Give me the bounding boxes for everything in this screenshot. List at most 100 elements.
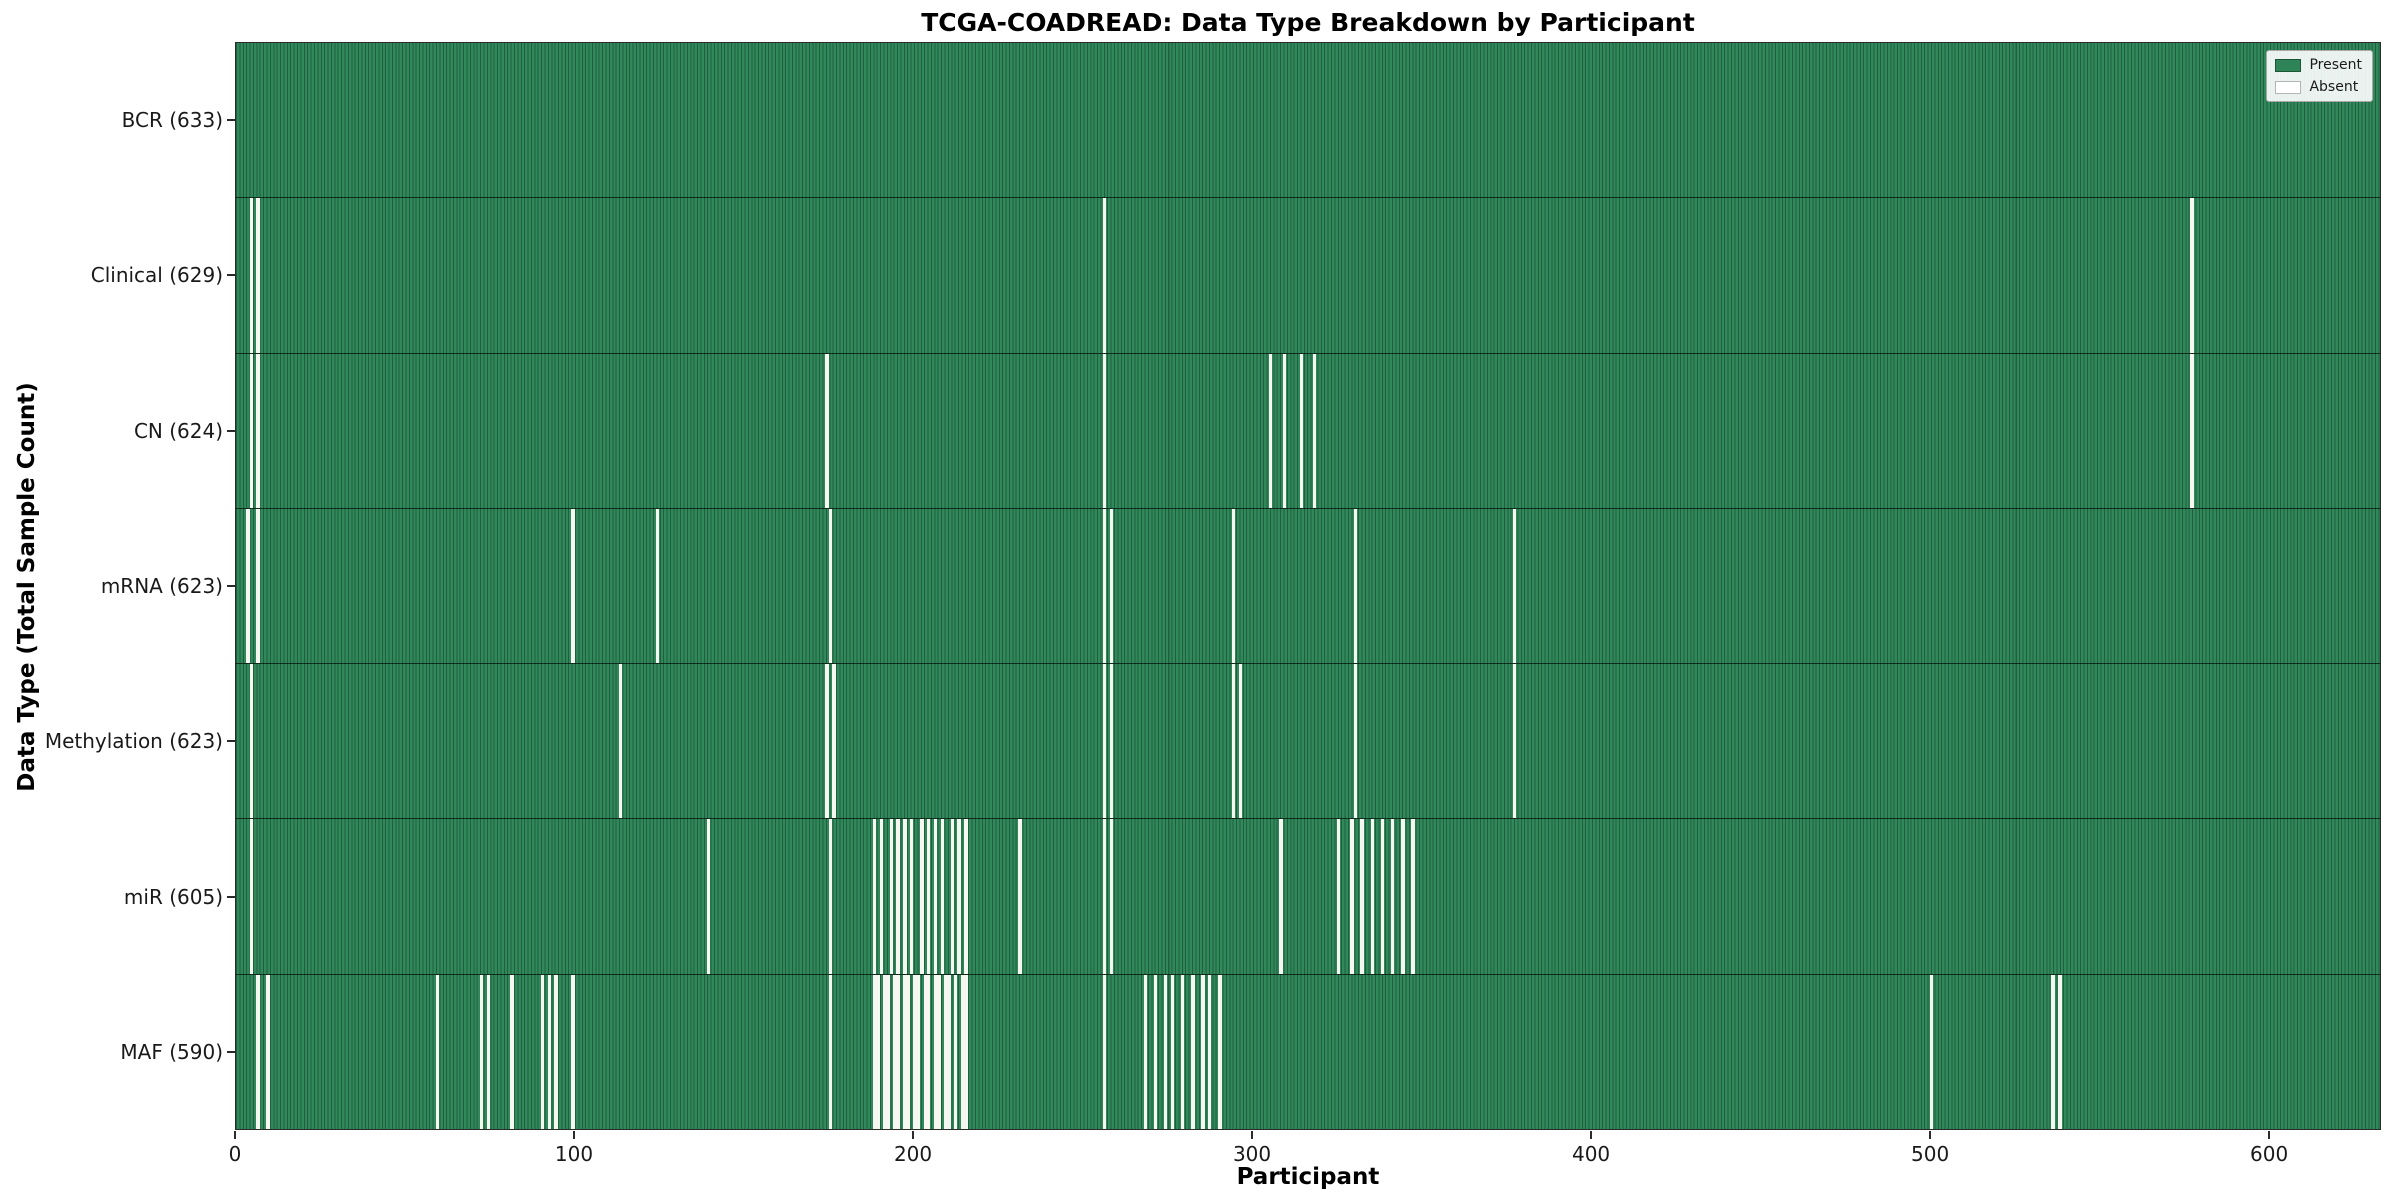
absent-stripe [933,974,938,1129]
y-tick-mark [227,274,235,277]
absent-stripe [872,974,877,1129]
absent-stripe [920,819,924,974]
x-tick-label: 600 [2250,1142,2289,1166]
x-tick-label: 200 [893,1142,933,1166]
absent-stripe [828,819,833,974]
x-tick-label: 500 [1911,1142,1950,1166]
absent-stripe [1353,664,1358,819]
plot-area: Present Absent [235,42,2381,1130]
absent-stripe [923,974,927,1129]
absent-stripe [1313,353,1317,508]
absent-stripe [249,198,253,353]
absent-stripe [1353,508,1358,664]
absent-stripe [266,974,270,1129]
absent-stripe [1390,819,1395,974]
absent-stripe [571,508,575,664]
x-tick-label: 100 [554,1142,594,1166]
absent-stripe [906,974,911,1129]
absent-stripe [540,974,545,1129]
absent-stripe [2190,198,2194,353]
x-tick-mark [2268,1131,2271,1139]
absent-stripe [832,664,836,819]
absent-stripe [950,819,955,974]
absent-stripe [913,974,917,1129]
absent-stripe [1103,198,1107,353]
y-tick-label: miR (605) [123,884,223,909]
heatmap-rows [236,43,2380,1129]
absent-stripe [256,198,260,353]
absent-stripe [1208,974,1212,1129]
y-tick-mark [227,740,235,743]
absent-stripe [547,974,551,1129]
y-tick-label: MAF (590) [120,1040,223,1065]
absent-stripe [889,819,894,974]
absent-stripe [1350,819,1354,974]
heatmap-row-mir [236,818,2380,974]
absent-stripe [886,974,890,1129]
absent-stripe [940,819,944,974]
absent-stripe [910,819,914,974]
absent-stripe [960,974,965,1129]
x-tick-mark [234,1131,236,1139]
absent-stripe [249,819,253,974]
x-tick-mark [573,1131,576,1139]
absent-stripe [1238,664,1242,819]
absent-stripe [256,353,260,508]
absent-stripe [828,508,833,664]
y-tick-mark [227,1051,235,1054]
absent-stripe [947,974,951,1129]
absent-stripe [1103,974,1107,1129]
absent-stripe [1103,819,1107,974]
y-tick-mark [227,585,235,587]
absent-stripe [486,974,491,1129]
absent-stripe [1153,974,1158,1129]
absent-stripe [872,819,877,974]
y-tick-label: BCR (633) [121,107,223,132]
absent-stripe [937,974,941,1129]
y-tick-mark [227,895,235,898]
y-tick-label: CN (624) [133,418,223,443]
absent-stripe [825,353,829,508]
absent-stripe [1180,974,1185,1129]
heatmap-row-maf [236,973,2380,1129]
absent-stripe [706,819,711,974]
legend-item-present: Present [2275,57,2362,73]
heatmap-row-methylation [236,663,2380,819]
absent-swatch [2275,80,2302,94]
absent-stripe [893,974,897,1129]
absent-stripe [510,974,514,1129]
absent-stripe [256,974,260,1129]
absent-stripe [903,974,907,1129]
absent-stripe [249,664,253,819]
absent-stripe [1143,974,1148,1129]
absent-stripe [1201,974,1205,1129]
absent-stripe [964,819,968,974]
absent-stripe [926,974,931,1129]
legend-label-absent: Absent [2309,79,2359,95]
absent-stripe [1231,664,1236,819]
present-swatch [2275,58,2302,72]
absent-stripe [1109,664,1114,819]
x-tick-label: 400 [1571,1142,1611,1166]
absent-stripe [1929,974,1933,1129]
absent-stripe [825,664,829,819]
absent-stripe [554,974,558,1129]
x-axis-label: Participant [1236,1164,1380,1190]
absent-stripe [2058,974,2062,1129]
absent-stripe [943,974,948,1129]
absent-stripe [1231,508,1236,664]
y-tick-label: Clinical (629) [90,263,223,288]
absent-stripe [926,819,931,974]
absent-stripe [1269,353,1273,508]
absent-stripe [916,974,921,1129]
x-axis-ticks: 0 100 200 300 400 500 600 [229,1130,2381,1170]
absent-stripe [1164,974,1168,1129]
absent-stripe [435,974,440,1129]
x-tick-label: 300 [1232,1142,1272,1166]
x-tick-mark [1251,1131,1254,1139]
absent-stripe [1103,508,1107,664]
absent-stripe [1299,353,1303,508]
absent-stripe [1512,664,1517,819]
legend-item-absent: Absent [2275,79,2362,95]
